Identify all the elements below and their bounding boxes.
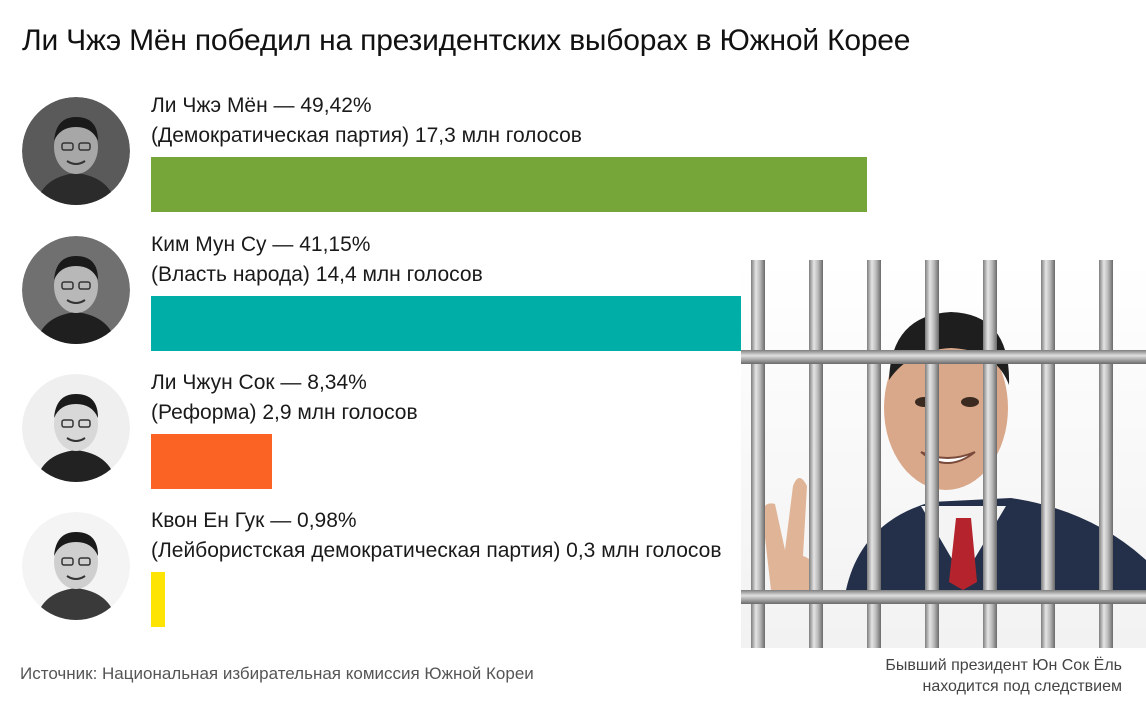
candidate-row: Квон Ен Гук — 0,98% (Лейбористская демокр…	[0, 503, 1146, 633]
result-bar	[151, 157, 867, 212]
candidate-avatar	[22, 97, 130, 205]
jail-bar	[983, 260, 997, 648]
candidate-avatar	[22, 374, 130, 482]
photo-caption-line1: Бывший президент Юн Сок Ёль	[885, 657, 1122, 674]
chart-title: Ли Чжэ Мён победил на президентских выбо…	[22, 24, 911, 57]
jail-bar	[809, 260, 823, 648]
candidate-party-votes: (Демократическая партия) 17,3 млн голосо…	[151, 124, 582, 147]
person-portrait-icon	[22, 97, 130, 205]
result-bar	[151, 296, 747, 351]
candidate-name-percent: Ли Чжэ Мён — 49,42%	[151, 94, 372, 117]
jail-bar	[867, 260, 881, 648]
candidate-party-votes: (Лейбористская демократическая партия) 0…	[151, 539, 722, 562]
photo-caption: Бывший президент Юн Сок Ёль находится по…	[885, 655, 1122, 697]
candidate-avatar	[22, 512, 130, 620]
jail-bar	[1041, 260, 1055, 648]
photo-caption-line2: находится под следствием	[922, 678, 1122, 695]
candidate-avatar	[22, 236, 130, 344]
candidate-row: Ли Чжун Сок — 8,34% (Реформа) 2,9 млн гол…	[0, 365, 1146, 495]
candidate-party-votes: (Реформа) 2,9 млн голосов	[151, 401, 418, 424]
candidate-party-votes: (Власть народа) 14,4 млн голосов	[151, 263, 483, 286]
jail-bar	[751, 260, 765, 648]
source-note: Источник: Национальная избирательная ком…	[20, 664, 534, 683]
result-bar	[151, 434, 272, 489]
person-portrait-icon	[22, 512, 130, 620]
jail-bar	[925, 260, 939, 648]
candidate-name-percent: Квон Ен Гук — 0,98%	[151, 509, 357, 532]
man-behind-bars-icon	[741, 260, 1146, 648]
candidate-row: Ким Мун Су — 41,15% (Власть народа) 14,4 …	[0, 227, 1146, 357]
candidate-row: Ли Чжэ Мён — 49,42% (Демократическая парт…	[0, 88, 1146, 218]
jail-bar	[1099, 260, 1113, 648]
candidate-name-percent: Ли Чжун Сок — 8,34%	[151, 371, 367, 394]
candidate-name-percent: Ким Мун Су — 41,15%	[151, 233, 371, 256]
person-portrait-icon	[22, 374, 130, 482]
person-portrait-icon	[22, 236, 130, 344]
jail-photo	[741, 260, 1146, 648]
result-bar	[151, 572, 165, 627]
